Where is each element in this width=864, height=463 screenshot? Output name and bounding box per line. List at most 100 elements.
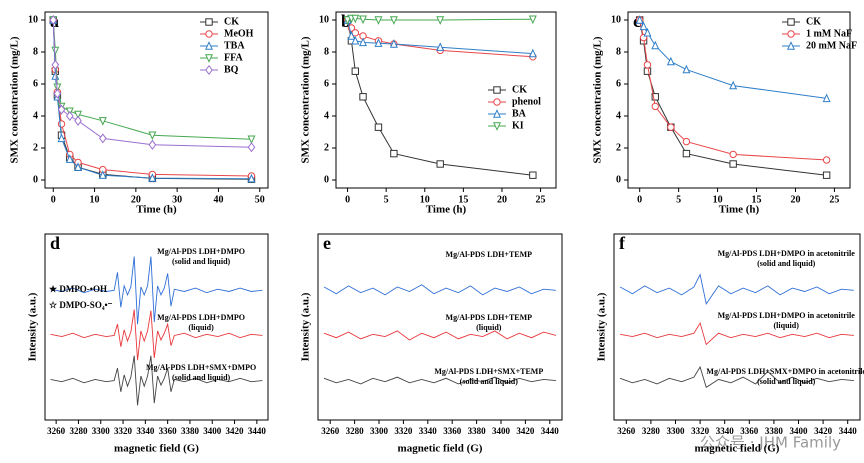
marker bbox=[493, 122, 501, 131]
marker bbox=[729, 80, 738, 90]
y-tick-label: 8 bbox=[33, 46, 38, 57]
marker bbox=[822, 93, 831, 103]
x-tick-label: 3420 bbox=[226, 426, 245, 436]
marker bbox=[351, 67, 359, 75]
legend-label: phenol bbox=[512, 96, 541, 107]
spectrum-line bbox=[619, 273, 854, 306]
panel-label: f bbox=[619, 233, 626, 253]
marker bbox=[205, 64, 213, 76]
x-tick-label: 25 bbox=[536, 194, 546, 205]
marker bbox=[389, 16, 398, 25]
series-line bbox=[347, 19, 533, 176]
marker bbox=[651, 93, 659, 101]
spectrum-line bbox=[619, 365, 854, 389]
marker bbox=[682, 149, 691, 158]
x-tick-label: 3380 bbox=[181, 426, 200, 436]
marker bbox=[57, 133, 66, 143]
marker bbox=[822, 171, 831, 179]
marker bbox=[205, 18, 213, 26]
marker bbox=[51, 59, 60, 70]
legend-label: BA bbox=[512, 108, 527, 119]
x-axis-label: Time (h) bbox=[136, 204, 177, 216]
y-axis-label: SMX concentration (mg/L) bbox=[592, 36, 604, 163]
plot-frame bbox=[335, 11, 557, 189]
marker bbox=[389, 39, 398, 48]
panel-label: d bbox=[50, 233, 60, 253]
marker bbox=[247, 173, 256, 183]
spectrum-line bbox=[50, 256, 263, 325]
annotation: (solid and liquid) bbox=[757, 377, 816, 386]
x-axis-label: Time (h) bbox=[719, 204, 760, 216]
x-tick-label: 3440 bbox=[541, 426, 560, 436]
series-line bbox=[52, 19, 252, 140]
marker bbox=[651, 102, 659, 111]
marker bbox=[787, 41, 795, 50]
marker bbox=[65, 110, 74, 122]
x-tick-label: 3300 bbox=[667, 426, 686, 436]
marker bbox=[57, 120, 66, 128]
spectrum-line bbox=[323, 284, 556, 296]
legend-label: MeOH bbox=[224, 28, 254, 39]
x-axis-label: magnetic field (G) bbox=[114, 443, 199, 455]
annotation: Mg/Al-PDS LDH+SMX+DMPO bbox=[146, 363, 256, 372]
series-line bbox=[639, 19, 827, 161]
legend-label: CK bbox=[224, 16, 239, 27]
legend-label: ★ DMPO-•OH bbox=[49, 284, 107, 294]
legend-label: CK bbox=[512, 84, 527, 95]
marker bbox=[53, 88, 62, 99]
x-tick-label: 10 bbox=[713, 194, 723, 205]
annotation: (liquid) bbox=[774, 321, 800, 330]
marker bbox=[98, 170, 107, 179]
annotation: (solid and liquid) bbox=[460, 377, 519, 386]
x-tick-label: 3260 bbox=[321, 426, 340, 436]
annotation: (solid and liquid) bbox=[172, 257, 231, 266]
x-tick-label: 25 bbox=[829, 194, 839, 205]
marker bbox=[493, 109, 501, 118]
x-tick-label: 3280 bbox=[69, 426, 88, 436]
marker bbox=[148, 139, 157, 150]
x-tick-label: 3300 bbox=[92, 426, 111, 436]
marker bbox=[787, 18, 795, 26]
y-axis-label: SMX concentration (mg/L) bbox=[300, 36, 312, 163]
x-tick-label: 3280 bbox=[642, 426, 661, 436]
x-tick-label: 3440 bbox=[248, 426, 267, 436]
marker bbox=[359, 93, 367, 101]
marker bbox=[343, 16, 352, 25]
plot-frame bbox=[44, 11, 269, 189]
x-tick-label: 30 bbox=[172, 194, 182, 205]
marker bbox=[49, 14, 58, 26]
y-tick-label: 8 bbox=[616, 46, 621, 57]
y-tick-label: 0 bbox=[33, 174, 38, 185]
y-tick-label: 6 bbox=[33, 78, 38, 89]
marker bbox=[205, 54, 213, 63]
x-tick-label: 50 bbox=[255, 194, 265, 205]
marker bbox=[639, 21, 648, 31]
plot-frame bbox=[44, 233, 269, 421]
x-tick-label: 3320 bbox=[691, 426, 710, 436]
x-tick-label: 3440 bbox=[839, 426, 858, 436]
marker bbox=[643, 61, 652, 69]
x-tick-label: 10 bbox=[420, 194, 430, 205]
series-line bbox=[52, 19, 252, 177]
spectrum-line bbox=[323, 330, 557, 341]
series-line bbox=[52, 19, 252, 180]
marker bbox=[436, 160, 444, 168]
annotation: Mg/Al-PDS LDH+DMPO bbox=[157, 313, 245, 322]
x-tick-label: 15 bbox=[752, 194, 762, 205]
y-tick-label: 4 bbox=[324, 110, 329, 121]
y-tick-label: 2 bbox=[324, 142, 329, 153]
spectrum-line bbox=[50, 355, 263, 406]
marker bbox=[643, 67, 652, 75]
y-tick-label: 0 bbox=[324, 174, 329, 185]
y-tick-label: 4 bbox=[33, 110, 38, 121]
marker bbox=[359, 15, 368, 25]
x-tick-label: 3400 bbox=[203, 426, 222, 436]
y-tick-label: 6 bbox=[324, 78, 329, 89]
x-tick-label: 10 bbox=[90, 194, 100, 205]
x-tick-label: 3420 bbox=[814, 426, 833, 436]
marker bbox=[374, 16, 383, 25]
y-axis-label: Intensity (a.u.) bbox=[27, 292, 39, 361]
marker bbox=[351, 35, 360, 45]
marker bbox=[729, 160, 737, 168]
